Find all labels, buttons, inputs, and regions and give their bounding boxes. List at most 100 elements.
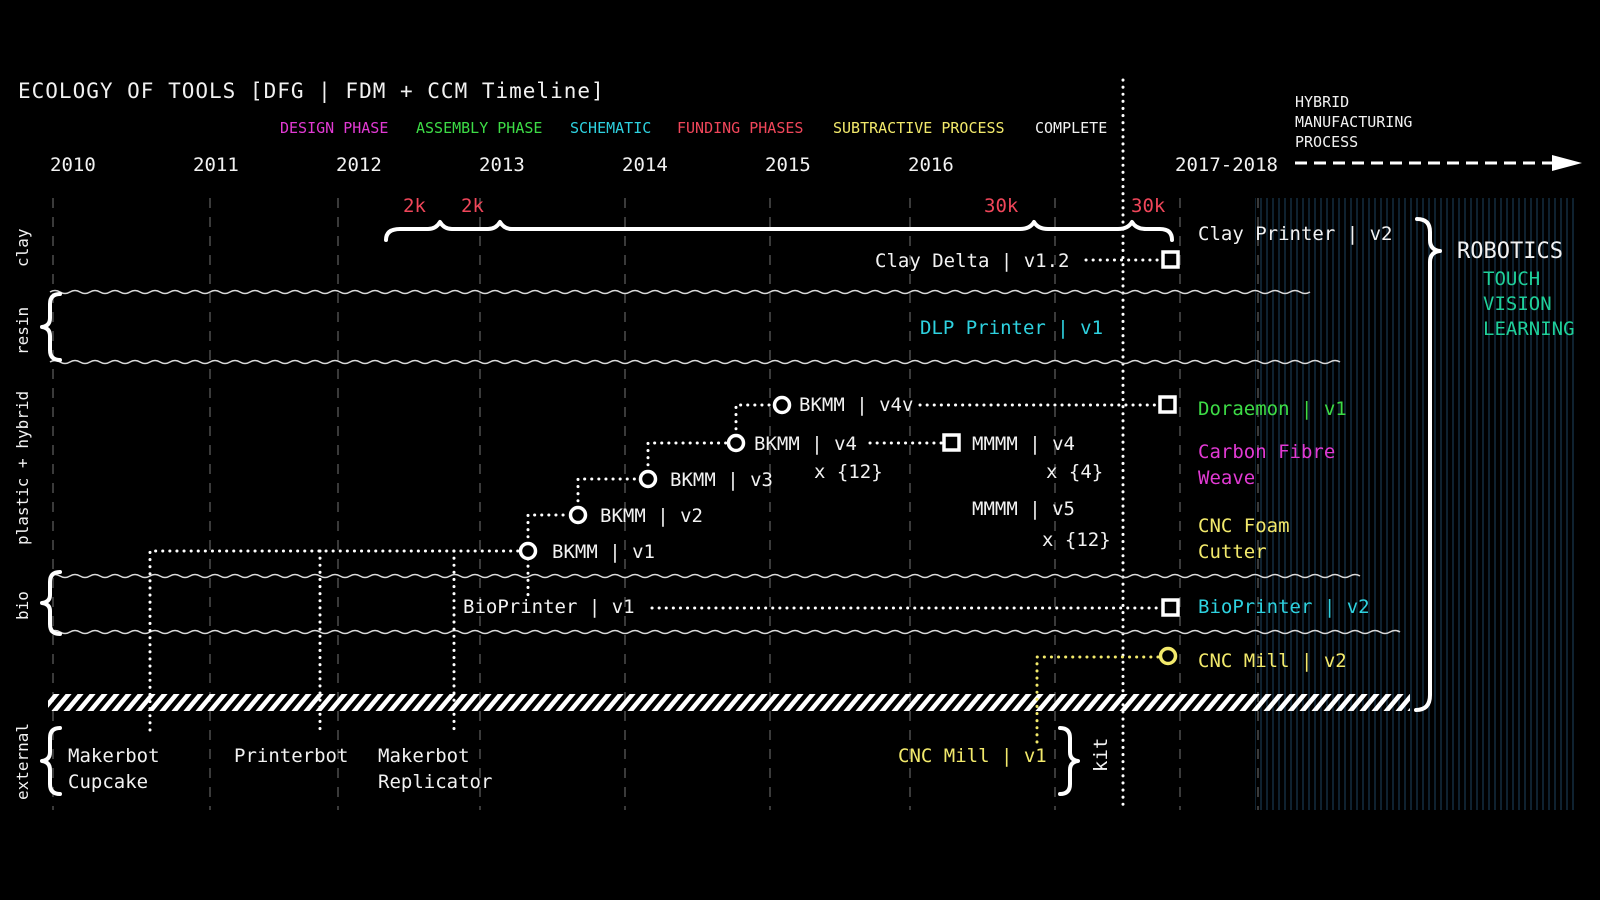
node-circle	[518, 541, 538, 561]
legend: DESIGN PHASE ASSEMBLY PHASE SCHEMATIC FU…	[280, 119, 1107, 137]
connector-cupcake-bkmm	[148, 549, 522, 732]
connectors	[148, 258, 1166, 744]
connector-v1-v2	[526, 513, 572, 553]
hybrid-label-line-2: MANUFACTURING	[1295, 113, 1412, 131]
year-gridlines	[52, 198, 1181, 810]
band-brace-bio	[40, 570, 62, 636]
node-makerbot-replicator-line-2: Replicator	[378, 771, 492, 793]
category-labels: clay resin plastic + hybrid bio external	[13, 228, 32, 800]
hybrid-arrow-head	[1552, 155, 1582, 171]
robotics-item-touch: TOUCH	[1483, 268, 1540, 290]
node-square	[1161, 598, 1180, 617]
band-brace-resin	[40, 292, 62, 362]
node-labels: Clay Delta | v1.2 Clay Printer | v2 DLP …	[68, 223, 1392, 793]
node-cnc-foam-line-1: CNC Foam	[1198, 515, 1290, 537]
node-square	[1161, 250, 1180, 269]
connector-v3-v4	[646, 441, 730, 481]
robotics-brace	[1414, 217, 1442, 712]
node-makerbot-cupcake-line-1: Makerbot	[68, 745, 160, 767]
separator-wave	[49, 289, 1311, 295]
node-mmmm-v5-multiplier: x {12}	[1042, 529, 1111, 551]
funding-label: 2k	[461, 195, 484, 217]
separator-wave	[49, 573, 1361, 579]
node-mmmm-v4-multiplier: x {4}	[1046, 461, 1103, 483]
funding-labels: 2k 2k 30k 30k	[403, 195, 1166, 217]
year-label: 2015	[765, 154, 811, 176]
category-label-external: external	[13, 723, 32, 800]
node-dlp-printer: DLP Printer | v1	[920, 317, 1103, 339]
separator-wave	[49, 359, 1341, 365]
node-circle	[1158, 646, 1178, 666]
year-label: 2014	[622, 154, 668, 176]
node-makerbot-replicator-line-1: Makerbot	[378, 745, 470, 767]
legend-assembly-phase: ASSEMBLY PHASE	[416, 119, 542, 137]
year-label: 2010	[50, 154, 96, 176]
year-label: 2011	[193, 154, 239, 176]
band-braces	[40, 292, 62, 796]
connector-v2-v3	[576, 477, 642, 517]
legend-funding-phases: FUNDING PHASES	[677, 119, 803, 137]
node-mmmm-v4: MMMM | v4	[972, 433, 1075, 455]
legend-subtractive-process: SUBTRACTIVE PROCESS	[833, 119, 1005, 137]
robotics-title: ROBOTICS	[1457, 239, 1563, 264]
node-cnc-mill-v2: CNC Mill | v2	[1198, 650, 1347, 672]
legend-complete: COMPLETE	[1035, 119, 1107, 137]
band-separators	[49, 289, 1401, 635]
node-doraemon: Doraemon | v1	[1198, 398, 1347, 420]
hybrid-manufacturing-label: HYBRID MANUFACTURING PROCESS	[1295, 93, 1412, 151]
diagram-title: ECOLOGY OF TOOLS [DFG | FDM + CCM Timeli…	[18, 79, 605, 104]
nodes	[518, 250, 1180, 666]
category-label-resin: resin	[13, 307, 32, 355]
year-label: 2013	[479, 154, 525, 176]
node-square	[942, 433, 961, 452]
node-carbon-fibre-line-2: Weave	[1198, 467, 1255, 489]
node-circle	[772, 395, 792, 415]
node-square	[1158, 395, 1177, 414]
band-brace-external	[40, 726, 62, 796]
robotics-block: ROBOTICS TOUCH VISION LEARNING	[1457, 239, 1575, 340]
node-cnc-foam-line-2: Cutter	[1198, 541, 1267, 563]
connector-v4-v4v	[734, 403, 776, 445]
external-separator-hatch	[48, 694, 1410, 711]
node-bkmm-v4-multiplier: x {12}	[814, 461, 883, 483]
node-bkmm-v4: BKMM | v4	[754, 433, 857, 455]
separator-wave	[49, 629, 1401, 635]
node-makerbot-cupcake-line-2: Cupcake	[68, 771, 148, 793]
node-bkmm-v3: BKMM | v3	[670, 469, 773, 491]
node-circle	[638, 469, 658, 489]
year-axis: 2010 2011 2012 2013 2014 2015 2016 2017-…	[50, 154, 1278, 176]
node-bkmm-v1: BKMM | v1	[552, 541, 655, 563]
category-label-bio: bio	[13, 591, 32, 620]
year-label: 2016	[908, 154, 954, 176]
hybrid-label-line-1: HYBRID	[1295, 93, 1349, 111]
year-label: 2017-2018	[1175, 154, 1278, 176]
node-printerbot: Printerbot	[234, 745, 348, 767]
node-bkmm-v4v: BKMM | v4v	[799, 394, 913, 416]
funding-label: 30k	[1131, 195, 1166, 217]
legend-schematic: SCHEMATIC	[570, 119, 651, 137]
legend-design-phase: DESIGN PHASE	[280, 119, 388, 137]
category-label-plastic-hybrid: plastic + hybrid	[13, 391, 32, 545]
node-clay-printer: Clay Printer | v2	[1198, 223, 1392, 245]
node-kit: kit	[1090, 738, 1112, 772]
funding-brace	[384, 220, 1174, 242]
node-bkmm-v2: BKMM | v2	[600, 505, 703, 527]
node-circle	[726, 433, 746, 453]
node-cnc-mill-v1: CNC Mill | v1	[898, 745, 1047, 767]
funding-label: 30k	[984, 195, 1019, 217]
node-bioprinter-v1: BioPrinter | v1	[463, 596, 635, 618]
connector-cnc-mill	[1035, 655, 1162, 744]
funding-label: 2k	[403, 195, 426, 217]
robotics-item-vision: VISION	[1483, 293, 1552, 315]
kit-brace	[1058, 726, 1080, 796]
robotics-item-learning: LEARNING	[1483, 318, 1575, 340]
node-carbon-fibre-line-1: Carbon Fibre	[1198, 441, 1335, 463]
node-bioprinter-v2: BioPrinter | v2	[1198, 596, 1370, 618]
year-label: 2012	[336, 154, 382, 176]
node-clay-delta: Clay Delta | v1.2	[875, 250, 1069, 272]
hybrid-label-line-3: PROCESS	[1295, 133, 1358, 151]
node-mmmm-v5: MMMM | v5	[972, 498, 1075, 520]
category-label-clay: clay	[13, 228, 32, 267]
node-circle	[568, 505, 588, 525]
